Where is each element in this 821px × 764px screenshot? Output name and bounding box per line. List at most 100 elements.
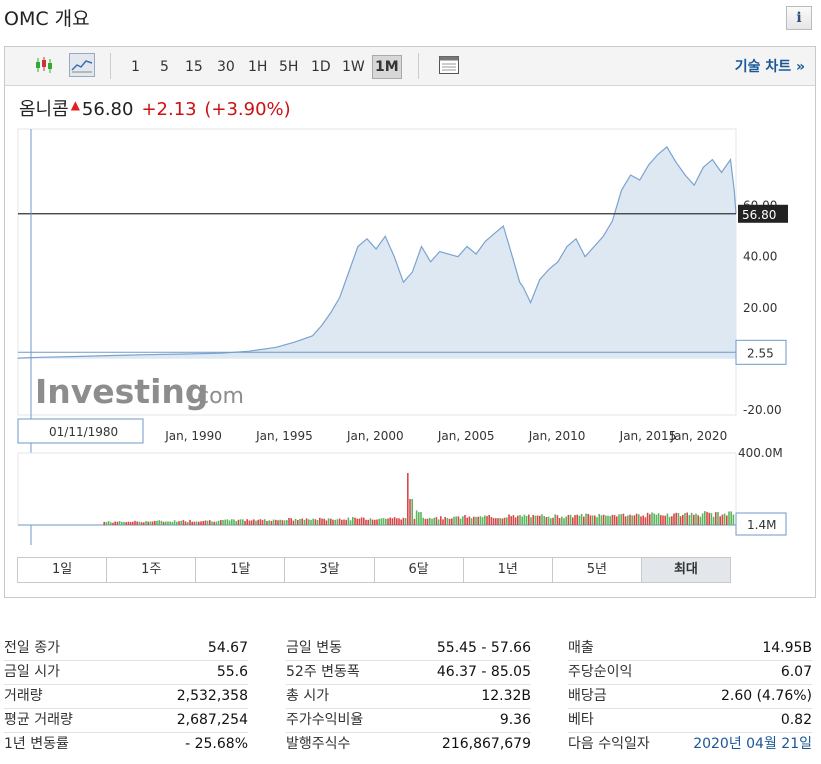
volume-bar <box>545 517 548 525</box>
volume-bar <box>495 518 497 525</box>
volume-bar <box>508 514 510 525</box>
volume-bar <box>378 518 380 525</box>
range-button[interactable]: 1일 <box>18 558 108 582</box>
volume-bar <box>666 513 669 525</box>
volume-bar <box>323 518 325 525</box>
interval-30[interactable]: 30 <box>217 59 235 75</box>
chart-panel: 1 5 15 30 1H 5H 1D 1W 1M 기술 차트 » 옴니콤 ▲ 56.80 +2.13 … <box>4 46 816 598</box>
volume-bar <box>448 518 451 525</box>
volume-bar <box>215 521 218 525</box>
candlestick-icon[interactable] <box>31 53 57 77</box>
volume-bar <box>341 519 343 525</box>
interval-1[interactable]: 1 <box>131 59 140 75</box>
volume-bar <box>312 518 314 525</box>
volume-bar <box>486 516 488 525</box>
volume-bar <box>611 514 614 525</box>
stat-row: 베타 0.82 <box>568 708 812 732</box>
stat-value: 9.36 <box>499 712 531 728</box>
interval-15[interactable]: 15 <box>185 59 203 75</box>
range-button[interactable]: 최대 <box>641 558 730 582</box>
volume-bar <box>132 521 134 525</box>
stat-row: 주당순이익 6.07 <box>568 660 812 684</box>
volume-bar <box>301 518 303 525</box>
volume-bar <box>404 518 407 525</box>
table-icon[interactable] <box>436 53 462 77</box>
volume-bar <box>222 520 224 525</box>
volume-bar <box>162 521 165 525</box>
volume-bar <box>644 517 647 525</box>
volume-bar <box>266 521 268 525</box>
stat-row: 주가수익비율 9.36 <box>286 708 531 732</box>
interval-1h[interactable]: 1H <box>248 59 268 75</box>
interval-1d[interactable]: 1D <box>311 59 331 75</box>
x-tick-label: Jan, 2020 <box>670 429 728 443</box>
volume-bar <box>512 515 515 525</box>
volume-bar <box>389 517 391 525</box>
last-price-box <box>738 204 788 223</box>
stat-value: 54.67 <box>207 640 248 656</box>
volume-bar <box>114 521 116 525</box>
volume-bar <box>352 517 354 525</box>
volume-bar <box>426 518 429 525</box>
info-button[interactable]: i <box>786 6 812 30</box>
stat-row: 전일 종가 54.67 <box>4 636 248 660</box>
volume-bar <box>151 521 154 525</box>
volume-bar <box>354 517 356 525</box>
stat-value: 216,867,679 <box>441 736 531 752</box>
volume-bar <box>704 511 706 525</box>
volume-bar <box>664 515 666 525</box>
volume-bar <box>202 521 204 525</box>
volume-bar <box>532 515 534 525</box>
volume-bar <box>528 514 530 525</box>
line-chart-icon[interactable] <box>69 53 95 77</box>
volume-bar <box>129 522 132 525</box>
range-button[interactable]: 1주 <box>107 558 197 582</box>
volume-bar <box>277 520 279 525</box>
volume-bar <box>464 515 466 525</box>
interval-5h[interactable]: 5H <box>279 59 299 75</box>
interval-5[interactable]: 5 <box>160 59 169 75</box>
volume-bar <box>446 518 449 525</box>
volume-bar <box>143 522 145 525</box>
volume-bar <box>193 521 196 525</box>
volume-bar <box>653 513 655 525</box>
volume-bar <box>699 516 702 525</box>
volume-bar <box>596 517 598 525</box>
volume-bar <box>376 519 378 525</box>
stat-row: 발행주식수 216,867,679 <box>286 732 531 756</box>
volume-bar <box>136 521 138 525</box>
volume-bar <box>127 521 130 525</box>
range-button[interactable]: 5년 <box>552 558 642 582</box>
volume-bar <box>103 521 105 525</box>
volume-bar <box>679 516 682 525</box>
volume-bar <box>517 515 519 525</box>
volume-bar <box>481 517 484 525</box>
stat-value[interactable]: 2020년 04월 21일 <box>693 736 812 752</box>
volume-bar <box>499 518 501 525</box>
volume-bar <box>255 520 257 525</box>
range-button[interactable]: 1달 <box>196 558 286 582</box>
interval-1w[interactable]: 1W <box>342 59 365 75</box>
volume-bar <box>154 520 156 525</box>
price-chart[interactable]: Investing.com60.0040.0020.00-20.0056.802… <box>5 85 815 545</box>
volume-bar <box>305 518 308 525</box>
volume-bar <box>651 512 653 525</box>
volume-bar <box>521 516 523 525</box>
range-button[interactable]: 1년 <box>463 558 553 582</box>
volume-bar <box>402 517 405 525</box>
price-change-percent: (+3.90%) <box>204 99 291 120</box>
range-button[interactable]: 6달 <box>374 558 464 582</box>
volume-bar <box>248 520 251 525</box>
range-button[interactable]: 3달 <box>285 558 375 582</box>
interval-1m[interactable]: 1M <box>372 55 402 79</box>
volume-bar <box>695 513 697 525</box>
volume-bar <box>358 518 361 525</box>
stat-row: 배당금 2.60 (4.76%) <box>568 684 812 708</box>
volume-bar <box>138 521 141 525</box>
technical-chart-link[interactable]: 기술 차트 » <box>734 59 805 75</box>
volume-bar <box>497 518 499 525</box>
volume-bar <box>250 520 253 525</box>
volume-bar <box>673 513 675 525</box>
volume-bar <box>536 515 539 525</box>
volume-bar <box>140 522 143 525</box>
